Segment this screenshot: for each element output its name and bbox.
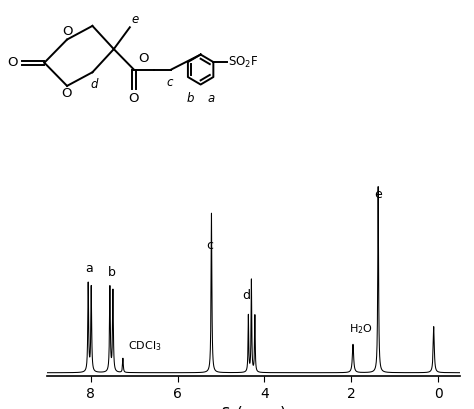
Text: b: b [108, 266, 116, 279]
Text: c: c [167, 76, 173, 88]
Text: c: c [206, 239, 213, 252]
Text: CDCl$_3$: CDCl$_3$ [128, 339, 162, 353]
Text: SO$_2$F: SO$_2$F [228, 54, 258, 70]
Text: H$_2$O: H$_2$O [349, 322, 373, 335]
X-axis label: δ (ppm): δ (ppm) [221, 406, 286, 409]
Text: d: d [242, 289, 250, 302]
Text: O: O [7, 56, 18, 69]
Text: b: b [187, 92, 194, 105]
Text: O: O [62, 25, 73, 38]
Text: e: e [374, 188, 382, 201]
Text: O: O [138, 52, 149, 65]
Text: a: a [207, 92, 214, 105]
Text: a: a [86, 262, 93, 275]
Text: e: e [131, 13, 138, 26]
Text: O: O [128, 92, 139, 105]
Text: d: d [90, 78, 98, 91]
Text: O: O [61, 87, 72, 100]
